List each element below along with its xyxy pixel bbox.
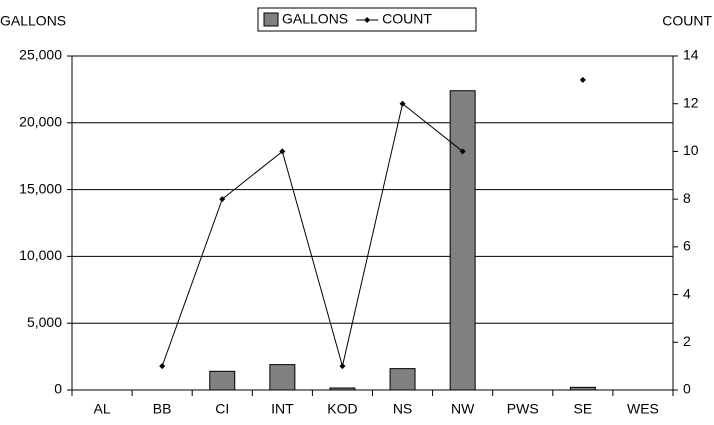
x-tick-label: NW — [451, 401, 475, 417]
y2-tick-label: 14 — [683, 47, 699, 63]
legend-marker — [364, 17, 371, 23]
y2-tick-label: 0 — [683, 381, 691, 397]
x-tick-label: NS — [393, 401, 412, 417]
x-tick-label: INT — [271, 401, 294, 417]
bar — [209, 370, 236, 391]
bar — [269, 364, 296, 391]
x-tick-label: KOD — [327, 401, 357, 417]
y2-tick-label: 4 — [683, 285, 691, 301]
legend-label: COUNT — [382, 11, 432, 27]
x-tick-label: AL — [93, 401, 110, 417]
x-tick-label: SE — [574, 401, 593, 417]
y2-tick-label: 6 — [683, 238, 691, 254]
line-marker — [459, 148, 466, 155]
y-tick-label: 15,000 — [19, 180, 62, 196]
x-tick-label: BB — [153, 401, 172, 417]
y-tick-label: 25,000 — [19, 47, 62, 63]
bar — [449, 90, 476, 391]
y2-tick-label: 8 — [683, 190, 691, 206]
bar — [389, 368, 416, 391]
legend-swatch — [263, 12, 279, 27]
line-marker — [279, 148, 286, 155]
line-marker — [219, 196, 226, 203]
y2-tick-label: 2 — [683, 333, 691, 349]
y2-axis-label: COUNT — [662, 13, 712, 29]
line-marker — [159, 363, 166, 370]
bar — [329, 387, 356, 391]
y-tick-label: 0 — [54, 381, 62, 397]
y2-tick-label: 10 — [683, 142, 699, 158]
x-tick-label: PWS — [507, 401, 539, 417]
line-marker — [399, 100, 406, 107]
legend-label: GALLONS — [282, 11, 348, 27]
y2-tick-label: 12 — [683, 94, 699, 110]
bar — [569, 386, 596, 391]
y-axis-label: GALLONS — [0, 13, 66, 29]
y-tick-label: 10,000 — [19, 247, 62, 263]
line-marker — [579, 76, 586, 83]
x-tick-label: CI — [215, 401, 229, 417]
y-tick-label: 20,000 — [19, 114, 62, 130]
line-marker — [339, 363, 346, 370]
x-tick-label: WES — [627, 401, 659, 417]
y-tick-label: 5,000 — [27, 314, 62, 330]
